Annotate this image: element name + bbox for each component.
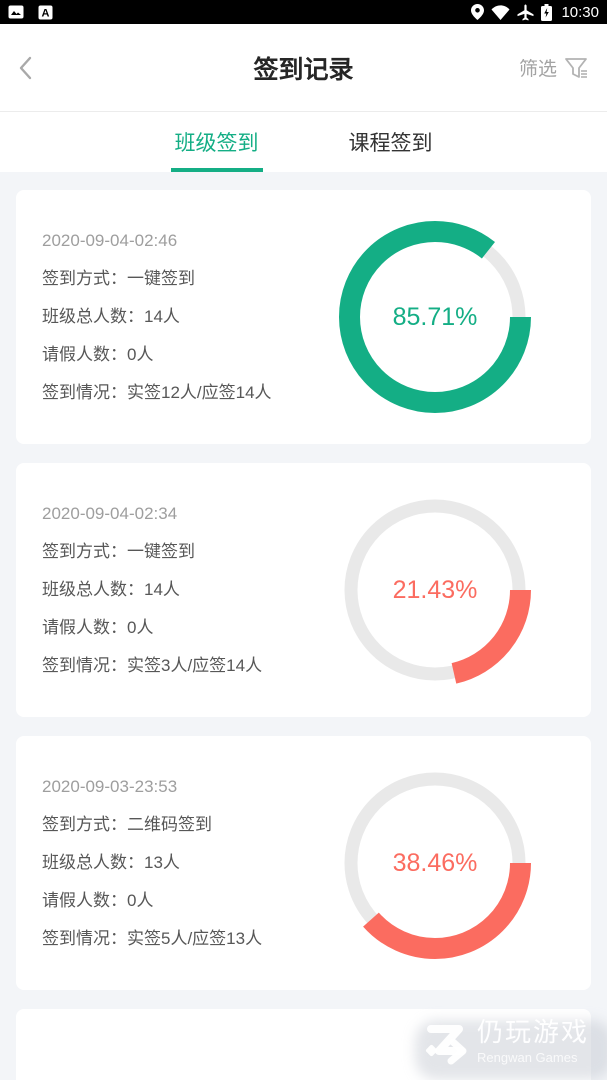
checkin-card[interactable]: 2020-09-04-02:34 签到方式：一键签到 班级总人数：14人 请假人… xyxy=(16,463,591,717)
page-title: 签到记录 xyxy=(253,55,354,84)
wifi-icon xyxy=(491,4,510,20)
signed-summary: 签到情况：实签12人/应签14人 xyxy=(42,383,272,402)
attendance-percent: 85.71% xyxy=(392,302,478,331)
class-total: 班级总人数：13人 xyxy=(42,853,180,872)
attendance-percent: 38.46% xyxy=(392,848,478,877)
filter-button[interactable]: 筛选 xyxy=(519,54,589,81)
checkin-list: 2020-09-04-02:46 签到方式：一键签到 班级总人数：14人 请假人… xyxy=(0,172,607,1080)
signed-summary: 签到情况：实签3人/应签14人 xyxy=(42,656,263,675)
attendance-donut-chart: 38.46% xyxy=(337,765,533,961)
leave-count: 请假人数：0人 xyxy=(42,618,154,637)
status-bar: A 10:30 xyxy=(0,0,607,24)
signed-summary: 签到情况：实签5人/应签13人 xyxy=(42,929,263,948)
battery-charging-icon xyxy=(541,3,553,21)
tab-class-checkin[interactable]: 班级签到 xyxy=(170,112,263,172)
checkin-date: 2020-09-04-02:34 xyxy=(42,504,178,523)
class-total: 班级总人数：14人 xyxy=(42,580,180,599)
back-button[interactable] xyxy=(18,48,58,88)
airplane-icon xyxy=(517,4,534,21)
funnel-filter-icon xyxy=(565,57,587,78)
attendance-percent: 21.43% xyxy=(392,575,478,604)
status-time: 10:30 xyxy=(561,3,599,21)
leave-count: 请假人数：0人 xyxy=(42,345,154,364)
checkin-date: 2020-09-03-23:53 xyxy=(42,777,178,796)
attendance-donut-chart: 21.43% xyxy=(337,492,533,688)
svg-text:A: A xyxy=(42,7,50,19)
attendance-donut-chart: 85.71% xyxy=(337,219,533,415)
checkin-method: 签到方式：一键签到 xyxy=(42,542,195,561)
leave-count: 请假人数：0人 xyxy=(42,891,154,910)
header: 签到记录 筛选 xyxy=(0,24,607,112)
checkin-card[interactable]: 2020-09-04-02:46 签到方式：一键签到 班级总人数：14人 请假人… xyxy=(16,190,591,444)
filter-label: 筛选 xyxy=(518,59,557,80)
checkin-card-partial[interactable] xyxy=(16,1009,591,1080)
checkin-date: 2020-09-04-02:46 xyxy=(42,231,178,250)
chevron-left-icon xyxy=(19,56,32,79)
checkin-method: 签到方式：一键签到 xyxy=(42,269,195,288)
checkin-card[interactable]: 2020-09-03-23:53 签到方式：二维码签到 班级总人数：13人 请假… xyxy=(16,736,591,990)
checkin-method: 签到方式：二维码签到 xyxy=(42,815,212,834)
image-icon xyxy=(8,5,24,19)
tab-bar: 班级签到 课程签到 xyxy=(0,112,607,172)
class-total: 班级总人数：14人 xyxy=(42,307,180,326)
tab-course-checkin[interactable]: 课程签到 xyxy=(348,132,433,155)
location-icon xyxy=(471,4,485,20)
auto-a-icon: A xyxy=(38,5,53,20)
